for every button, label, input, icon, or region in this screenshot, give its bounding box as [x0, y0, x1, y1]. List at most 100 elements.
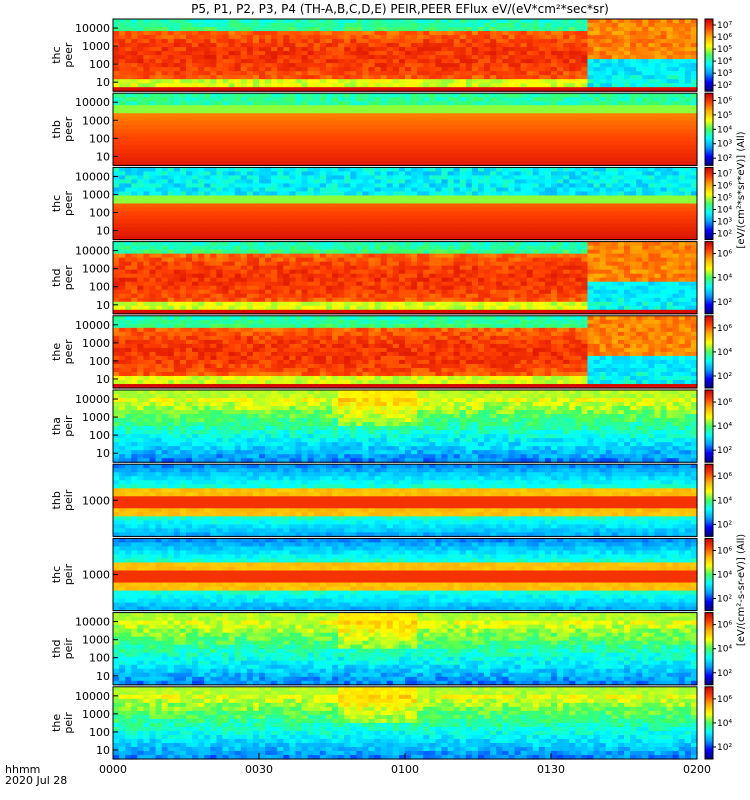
heatmap-cell — [557, 101, 564, 106]
heatmap-cell — [332, 121, 339, 126]
heatmap-cell — [289, 31, 297, 36]
heatmap-cell — [684, 23, 692, 28]
heatmap-cell — [587, 203, 595, 209]
heatmap-cell — [216, 187, 224, 193]
heatmap-cell — [398, 87, 406, 92]
heatmap-cell — [666, 157, 674, 162]
heatmap-cell — [222, 153, 230, 158]
heatmap-cell — [581, 87, 589, 92]
heatmap-cell — [137, 39, 145, 44]
heatmap-cell — [538, 63, 546, 68]
heatmap-cell — [252, 105, 260, 110]
heatmap-cell — [167, 23, 175, 28]
heatmap-cell — [234, 105, 242, 110]
heatmap-cell — [490, 87, 497, 92]
heatmap-cell — [125, 167, 132, 173]
heatmap-cell — [186, 231, 193, 237]
heatmap-cell — [563, 227, 570, 233]
heatmap-cell — [423, 109, 430, 114]
heatmap-cell — [283, 191, 291, 197]
heatmap-cell — [544, 87, 552, 92]
heatmap-cell — [161, 105, 169, 110]
heatmap-cell — [429, 157, 437, 162]
heatmap-cell — [143, 71, 151, 76]
heatmap-cell — [654, 59, 662, 64]
heatmap-cell — [344, 63, 351, 68]
heatmap-cell — [471, 215, 479, 221]
heatmap-cell — [252, 219, 260, 225]
heatmap-cell — [155, 211, 163, 217]
heatmap-cell — [125, 47, 132, 52]
heatmap-cell — [684, 59, 692, 64]
heatmap-cell — [435, 129, 443, 134]
heatmap-cell — [350, 105, 357, 110]
heatmap-cell — [307, 51, 315, 56]
heatmap-cell — [350, 27, 357, 32]
heatmap-cell — [544, 141, 552, 146]
heatmap-cell — [325, 211, 333, 217]
heatmap-cell — [277, 179, 284, 185]
heatmap-cell — [484, 211, 491, 217]
heatmap-cell — [179, 39, 187, 44]
heatmap-cell — [599, 43, 607, 48]
heatmap-cell — [496, 67, 503, 72]
heatmap-cell — [624, 109, 631, 114]
heatmap-cell — [313, 183, 321, 189]
heatmap-cell — [259, 125, 266, 130]
heatmap-cell — [587, 149, 595, 154]
heatmap-cell — [173, 231, 181, 237]
heatmap-cell — [690, 141, 698, 146]
heatmap-cell — [113, 223, 120, 229]
heatmap-cell — [374, 75, 382, 80]
heatmap-cell — [113, 179, 120, 185]
heatmap-cell — [551, 137, 558, 142]
heatmap-cell — [344, 43, 351, 48]
heatmap-cell — [593, 137, 601, 142]
heatmap-cell — [265, 141, 272, 146]
heatmap-cell — [356, 47, 364, 52]
heatmap-cell — [478, 23, 485, 28]
heatmap-cell — [179, 183, 187, 189]
heatmap-cell — [624, 75, 631, 80]
heatmap-cell — [155, 141, 163, 146]
heatmap-cell — [423, 195, 430, 201]
heatmap-cell — [514, 51, 522, 56]
heatmap-cell — [362, 167, 370, 173]
heatmap-cell — [496, 83, 503, 88]
heatmap-cell — [252, 51, 260, 56]
heatmap-cell — [149, 79, 157, 84]
heatmap-cell — [283, 227, 291, 233]
heatmap-cell — [325, 153, 333, 158]
heatmap-cell — [271, 203, 278, 209]
heatmap-cell — [289, 223, 297, 229]
heatmap-cell — [617, 153, 625, 158]
heatmap-cell — [526, 175, 534, 181]
heatmap-cell — [222, 27, 230, 32]
heatmap-cell — [684, 67, 692, 72]
heatmap-cell — [581, 39, 589, 44]
heatmap-cell — [599, 207, 607, 213]
heatmap-cell — [301, 207, 309, 213]
heatmap-cell — [435, 199, 443, 205]
heatmap-cell — [198, 87, 205, 92]
heatmap-cell — [216, 211, 224, 217]
heatmap-cell — [259, 109, 266, 114]
heatmap-cell — [453, 223, 461, 229]
heatmap-cell — [386, 97, 394, 102]
heatmap-cell — [617, 105, 625, 110]
heatmap-cell — [441, 113, 449, 118]
heatmap-cell — [301, 19, 309, 24]
heatmap-cell — [660, 105, 668, 110]
heatmap-cell — [447, 137, 455, 142]
heatmap-cell — [587, 51, 595, 56]
heatmap-cell — [149, 235, 157, 241]
heatmap-cell — [471, 161, 479, 166]
heatmap-cell — [313, 219, 321, 225]
heatmap-cell — [289, 121, 297, 126]
heatmap-cell — [356, 113, 364, 118]
heatmap-cell — [289, 67, 297, 72]
heatmap-cell — [246, 231, 254, 237]
heatmap-cell — [113, 183, 120, 189]
heatmap-cell — [411, 47, 418, 52]
heatmap-cell — [484, 231, 491, 237]
